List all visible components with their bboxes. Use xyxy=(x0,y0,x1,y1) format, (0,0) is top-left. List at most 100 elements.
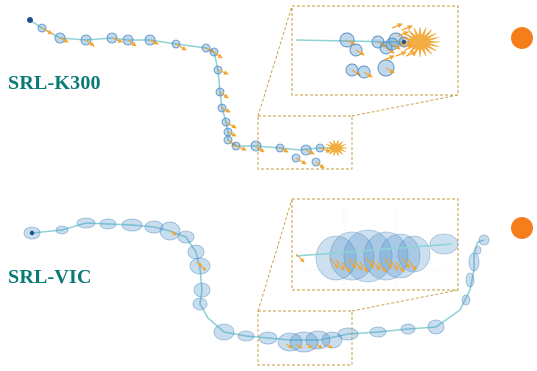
vic-inset-velocity-arrow xyxy=(401,257,411,269)
vic-covariance-ellipse xyxy=(187,244,205,260)
k300-burst xyxy=(324,139,348,157)
vic-inset-covariance-ellipse xyxy=(397,235,431,273)
vic-inset-velocity-arrow xyxy=(365,257,375,269)
vic-covariance-ellipse xyxy=(400,323,416,335)
orange-bullet-icon xyxy=(511,27,533,49)
vic-inset-velocity-arrow xyxy=(389,259,399,271)
vic-covariance-ellipse xyxy=(192,297,208,311)
k300-velocity-arrow xyxy=(127,39,137,47)
vic-velocity-arrow xyxy=(325,343,333,349)
vic-velocity-arrow xyxy=(315,343,323,349)
k300-inset-burst xyxy=(383,23,441,61)
vic-inset-velocity-arrow xyxy=(329,257,339,269)
vic-covariance-ellipse xyxy=(465,272,475,288)
vic-velocity-arrow xyxy=(305,343,313,349)
vic-inset-velocity-arrow xyxy=(407,259,417,271)
vic-path xyxy=(31,222,485,341)
k300-inset-velocity-arrow xyxy=(363,71,373,78)
k300-velocity-arrow xyxy=(175,43,187,51)
k300-velocity-arrow xyxy=(295,157,307,165)
vic-inset-velocity-arrow xyxy=(353,259,363,271)
vic-inset xyxy=(291,198,459,291)
vic-covariance-ellipse xyxy=(427,319,445,335)
vic-covariance-ellipse xyxy=(468,252,480,272)
vic-inset-velocity-arrow xyxy=(371,259,381,271)
vic-zoom-connectors xyxy=(257,198,459,366)
k300-velocity-arrow xyxy=(221,107,231,113)
vic-covariance-ellipse xyxy=(144,220,164,234)
k300-zoom-source-box xyxy=(257,115,353,170)
orange-bullet-icon xyxy=(511,217,533,239)
k300-velocity-arrow xyxy=(305,149,315,155)
k300-velocity-arrow xyxy=(315,161,325,169)
vic-inset-velocity-arrow xyxy=(347,257,357,269)
panel-label-vic: SRL-VIC xyxy=(8,266,92,288)
vic-inset-velocity-arrow xyxy=(383,257,393,269)
vic-covariance-ellipse xyxy=(461,294,471,306)
k300-velocity-arrow xyxy=(227,139,237,147)
k300-velocity-arrow xyxy=(205,47,215,53)
k300-inset-velocity-arrow xyxy=(395,51,407,57)
k300-velocity-arrow xyxy=(213,51,223,59)
vic-zoom-source-box xyxy=(257,310,353,366)
vic-covariance-ellipse xyxy=(99,218,117,230)
k300-markers xyxy=(37,23,331,169)
k300-panel xyxy=(27,17,348,169)
k300-inset-velocity-arrow xyxy=(397,31,409,37)
k300-inset-velocity-arrow xyxy=(385,67,395,74)
vic-inset-velocity-arrow xyxy=(335,259,345,271)
vic-inset-velocity-arrow xyxy=(341,261,351,273)
vic-velocity-arrow xyxy=(199,265,207,271)
vic-covariance-ellipse xyxy=(369,326,387,338)
vic-velocity-arrow xyxy=(285,343,293,349)
vic-arrows xyxy=(169,230,333,349)
k300-inset-arrow-cluster xyxy=(399,26,441,58)
k300-inset-velocity-arrow xyxy=(355,49,365,56)
k300-inset-velocity-arrow xyxy=(391,23,403,29)
vic-covariance-ellipse xyxy=(177,230,195,244)
k300-inset xyxy=(291,5,459,96)
k300-path xyxy=(29,19,340,151)
vic-inset-velocity-arrow xyxy=(395,261,405,273)
vic-covariance-ellipse xyxy=(258,331,278,345)
k300-velocity-arrow xyxy=(111,37,123,43)
vic-velocity-arrow xyxy=(169,230,177,236)
vic-covariance-ellipse xyxy=(213,323,235,341)
k300-velocity-arrow xyxy=(225,121,237,129)
k300-arrow-cluster xyxy=(324,139,348,157)
start-dot-icon xyxy=(29,230,35,236)
vic-inset-velocity-arrow xyxy=(295,253,305,263)
vic-covariance-ellipse xyxy=(121,218,143,232)
vic-velocity-arrow xyxy=(195,261,203,267)
vic-covariance-ellipse xyxy=(55,225,69,235)
vic-inset-velocity-arrow xyxy=(359,261,369,273)
k300-velocity-arrow xyxy=(227,131,237,137)
k300-inset-velocity-arrow xyxy=(377,41,387,48)
vic-inset-velocity-arrow xyxy=(377,261,387,273)
vic-covariance-ellipse xyxy=(193,282,211,298)
k300-velocity-arrow xyxy=(85,39,95,47)
k300-inset-velocity-arrow xyxy=(391,43,401,50)
k300-inset-current-dot xyxy=(402,40,406,44)
k300-velocity-arrow xyxy=(235,145,247,151)
k300-inset-velocity-arrow xyxy=(383,55,395,61)
vic-velocity-arrow xyxy=(295,343,303,349)
vic-covariance-ellipse xyxy=(474,245,482,255)
k300-velocity-arrow xyxy=(279,147,289,153)
k300-zoom-connectors xyxy=(257,5,459,170)
k300-velocity-arrow xyxy=(255,145,265,153)
k300-inset-velocity-arrow xyxy=(401,25,413,31)
vic-covariance-ellipse xyxy=(337,327,359,341)
k300-inset-velocity-arrow xyxy=(405,51,417,57)
k300-velocity-arrow xyxy=(149,39,159,45)
k300-velocity-arrow xyxy=(219,91,229,99)
vic-covariance-ellipse xyxy=(76,217,96,229)
panel-label-k300: SRL-K300 xyxy=(8,72,101,94)
k300-inset-velocity-arrow xyxy=(385,47,395,54)
vic-panel xyxy=(23,217,490,353)
vic-covariance-ellipse xyxy=(478,234,490,246)
vic-covariance-ellipse xyxy=(237,330,255,342)
k300-velocity-arrow xyxy=(59,37,69,43)
vic-inset-arrows xyxy=(295,253,417,273)
